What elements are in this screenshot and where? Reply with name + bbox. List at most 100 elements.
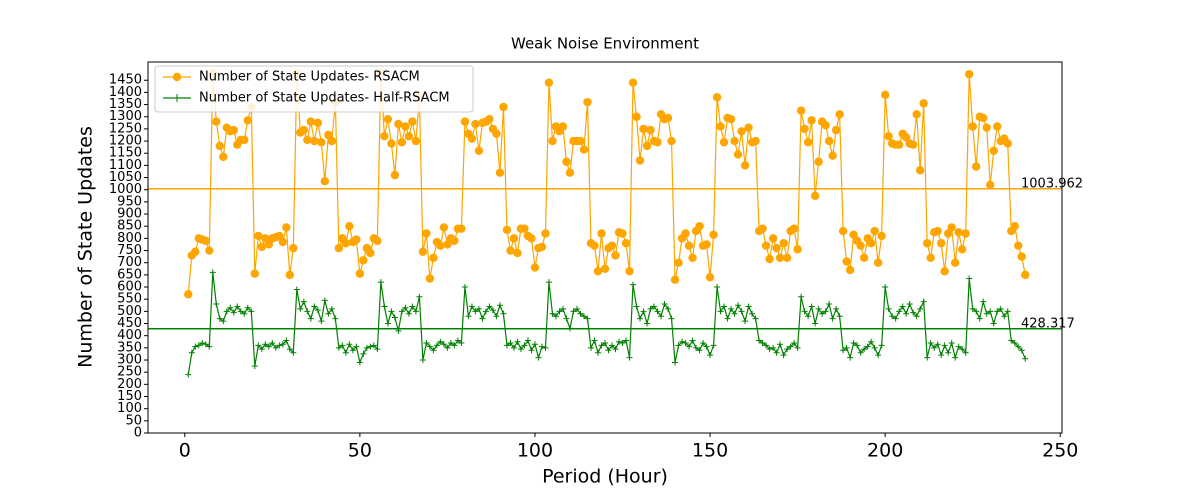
point-marker (220, 318, 227, 325)
y-tick-label: 1300 (109, 109, 142, 124)
point-marker (367, 343, 374, 350)
point-marker (670, 275, 680, 284)
point-marker (779, 239, 788, 248)
point-marker (707, 352, 714, 359)
point-marker (279, 341, 286, 348)
point-marker (327, 136, 337, 146)
point-marker (814, 157, 823, 166)
point-marker (373, 236, 382, 246)
point-marker (632, 112, 641, 121)
point-marker (700, 339, 707, 346)
point-marker (258, 346, 265, 353)
point-marker (230, 309, 237, 316)
point-marker (229, 125, 238, 135)
y-tick-label: 800 (117, 231, 142, 246)
point-marker (467, 134, 477, 143)
point-marker (293, 286, 300, 293)
point-marker (621, 239, 631, 248)
point-marker (738, 308, 745, 315)
point-marker (363, 344, 370, 351)
point-marker (726, 114, 736, 124)
point-marker (384, 320, 391, 327)
point-marker (684, 241, 694, 250)
point-marker (780, 352, 787, 359)
x-tick-label: 150 (692, 440, 728, 462)
point-marker (514, 338, 521, 345)
point-marker (847, 354, 854, 361)
point-marker (1004, 308, 1011, 315)
point-marker (877, 231, 886, 241)
point-marker (639, 124, 648, 134)
point-marker (310, 136, 319, 146)
x-axis-label: Period (Hour) (542, 466, 668, 487)
point-marker (819, 310, 826, 317)
point-marker (313, 118, 323, 128)
point-marker (728, 305, 735, 312)
point-marker (840, 347, 847, 354)
point-marker (500, 310, 507, 317)
point-marker (342, 349, 349, 356)
point-marker (513, 248, 522, 258)
point-marker (1021, 270, 1030, 280)
point-marker (982, 123, 991, 132)
point-marker (751, 136, 760, 146)
point-marker (1017, 252, 1026, 261)
point-marker (212, 117, 221, 126)
point-marker (506, 246, 515, 255)
point-marker (770, 344, 777, 351)
point-marker (419, 357, 426, 364)
point-marker (733, 150, 743, 159)
point-marker (591, 337, 598, 344)
point-marker (908, 140, 918, 149)
point-marker (912, 110, 921, 119)
point-marker (570, 308, 577, 315)
point-marker (716, 122, 725, 131)
point-marker (801, 308, 808, 315)
point-marker (777, 341, 784, 348)
y-tick-label: 1450 (109, 73, 142, 88)
point-marker (954, 228, 963, 237)
y-tick-label: 50 (125, 413, 142, 428)
point-marker (185, 371, 192, 378)
point-marker (654, 308, 661, 315)
x-tick-label: 50 (348, 440, 372, 462)
point-marker (717, 308, 724, 315)
point-marker (576, 136, 585, 146)
point-marker (870, 226, 879, 236)
point-marker (1018, 347, 1025, 354)
point-marker (644, 320, 651, 327)
point-marker (737, 127, 746, 136)
point-marker (335, 344, 342, 351)
point-marker (320, 177, 330, 186)
point-marker (836, 313, 843, 320)
point-marker (321, 297, 328, 304)
point-marker (833, 305, 840, 312)
point-marker (793, 245, 802, 254)
point-marker (705, 273, 715, 282)
point-marker (241, 310, 248, 317)
point-marker (994, 308, 1001, 315)
point-marker (227, 304, 234, 311)
point-marker (426, 343, 433, 350)
point-marker (524, 337, 531, 344)
point-marker (866, 239, 876, 248)
point-marker (1008, 337, 1015, 344)
point-marker (871, 344, 878, 351)
point-marker (931, 344, 938, 351)
point-marker (607, 241, 617, 250)
point-marker (658, 313, 665, 320)
point-marker (346, 341, 353, 348)
point-marker (264, 240, 274, 249)
point-marker (913, 313, 920, 320)
point-marker (794, 344, 801, 351)
point-marker (675, 342, 682, 349)
point-marker (366, 248, 375, 258)
point-marker (374, 346, 381, 353)
point-marker (822, 308, 829, 315)
point-marker (380, 132, 389, 141)
point-marker (430, 347, 437, 354)
point-marker (437, 338, 444, 345)
point-marker (352, 235, 361, 244)
point-marker (272, 344, 279, 351)
point-marker (356, 359, 363, 366)
